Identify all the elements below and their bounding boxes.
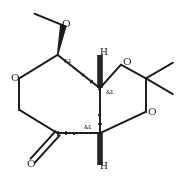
Text: &1: &1 [106,90,115,95]
Text: H: H [100,162,108,171]
Text: O: O [122,58,131,67]
Text: H: H [100,48,108,57]
Text: O: O [147,108,156,117]
Text: O: O [26,160,35,169]
Text: O: O [10,74,19,83]
Text: &1: &1 [84,125,93,130]
Polygon shape [58,25,66,55]
Text: &1: &1 [64,59,73,64]
Text: O: O [61,20,70,29]
